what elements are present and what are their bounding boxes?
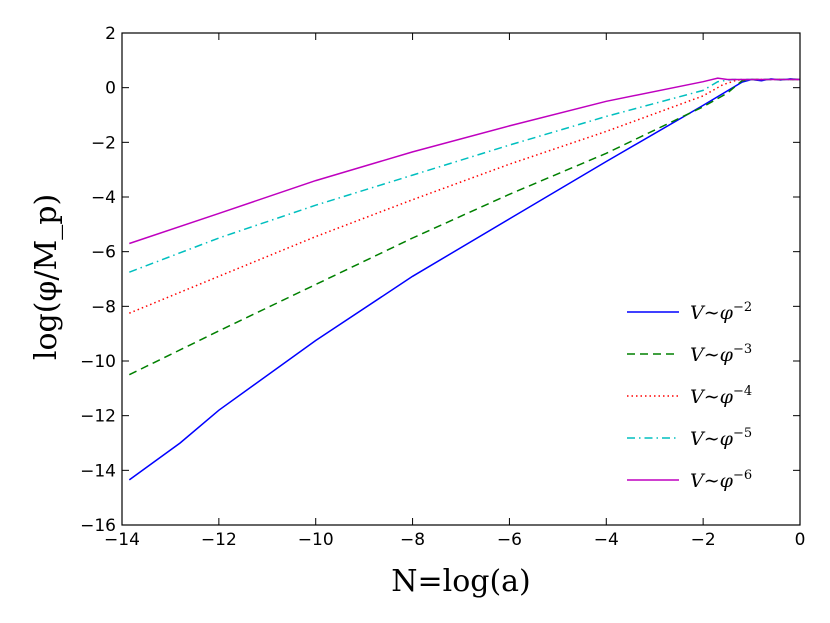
y-tick-label: 0	[105, 79, 116, 99]
x-tick-label: −10	[298, 530, 334, 550]
y-tick-label: −4	[91, 188, 116, 208]
legend: V∼φ−2 V∼φ−3 V∼φ−4 V∼φ−5 V∼φ−6	[627, 300, 752, 492]
x-tick-label: −4	[594, 530, 619, 550]
x-tick-label: −6	[497, 530, 522, 550]
legend-label-1: V∼φ−2	[690, 300, 752, 324]
legend-label-2: V∼φ−3	[690, 342, 752, 366]
plot-frame	[121, 32, 801, 526]
y-tick-label: −8	[91, 297, 116, 317]
series-line-2	[128, 78, 800, 376]
y-tick-label: −2	[91, 133, 116, 153]
x-tick-label: 0	[795, 530, 806, 550]
legend-label-3: V∼φ−4	[690, 384, 752, 408]
x-axis-label: N=log(a)	[391, 564, 531, 599]
x-tick-label: −8	[400, 530, 425, 550]
y-axis-label-group: log(φ/M_p)	[29, 194, 64, 360]
legend-label-4: V∼φ−5	[690, 426, 752, 450]
series-line-5	[129, 77, 800, 245]
y-tick-label: −10	[80, 352, 116, 372]
y-tick-label: −14	[80, 461, 116, 481]
y-tick-label: −6	[91, 243, 116, 263]
y-tick-label: −12	[80, 407, 116, 427]
series-lines	[128, 77, 801, 481]
legend-label-5: V∼φ−6	[690, 468, 752, 492]
x-tick-label: −2	[691, 530, 716, 550]
x-tick-label: −14	[104, 530, 140, 550]
series-line-3	[129, 78, 800, 314]
axis-ticks	[121, 32, 801, 526]
tick-labels: −14 −12 −10 −8 −6 −4 −2 0−16−14−12−10−8−6−4−202	[80, 24, 805, 550]
y-tick-label: −16	[80, 516, 116, 536]
y-axis-label: log(φ/M_p)	[29, 194, 64, 360]
y-tick-label: 2	[105, 24, 116, 44]
x-tick-label: −12	[201, 530, 237, 550]
series-line-1	[128, 78, 801, 481]
